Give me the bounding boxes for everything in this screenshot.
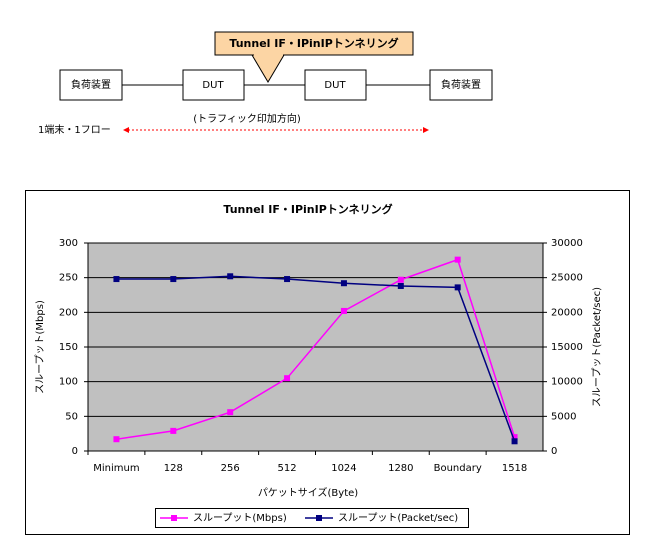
node-label: 負荷装置: [441, 78, 481, 91]
point-marker: [397, 282, 404, 289]
point-marker: [454, 256, 461, 263]
y-tick-label: 300: [59, 238, 78, 249]
y2-axis-title: スループット(Packet/sec): [591, 287, 603, 407]
node-box: [304, 69, 367, 101]
point-marker: [113, 276, 120, 283]
banner-text: Tunnel IF・IPinIPトンネリング: [229, 36, 398, 50]
point-marker: [170, 427, 177, 434]
y2-tick-label: 25000: [551, 273, 583, 284]
point-marker: [227, 273, 234, 280]
x-axis-title: パケットサイズ(Byte): [258, 486, 358, 499]
point-marker: [340, 307, 347, 314]
y-tick-label: 0: [72, 446, 78, 457]
y-tick-label: 200: [59, 307, 78, 318]
y2-tick-label: 30000: [551, 238, 583, 249]
x-tick-label: 1024: [331, 463, 356, 474]
y2-tick-label: 0: [551, 446, 557, 457]
y2-tick-label: 5000: [551, 411, 576, 422]
point-marker: [454, 284, 461, 291]
legend-label: スループット(Packet/sec): [338, 512, 458, 524]
x-tick-label: Minimum: [93, 463, 139, 474]
node-box: [59, 69, 123, 101]
point-marker: [511, 438, 518, 445]
y-axis-title: スループット(Mbps): [34, 300, 46, 394]
x-tick-label: Boundary: [434, 463, 482, 474]
y-tick-label: 100: [59, 377, 78, 388]
legend-marker: [316, 515, 322, 521]
node-label: DUT: [202, 80, 224, 91]
point-marker: [227, 409, 234, 416]
node-box: [429, 69, 493, 101]
node-label: 負荷装置: [71, 78, 111, 91]
y2-tick-label: 15000: [551, 342, 583, 353]
point-marker: [284, 276, 291, 283]
banner-join: [254, 54, 283, 56]
x-tick-label: 512: [278, 463, 297, 474]
point-marker: [511, 434, 518, 441]
y2-tick-label: 10000: [551, 377, 583, 388]
series-line: [116, 275, 516, 442]
series-line: [116, 258, 516, 440]
x-tick-label: 256: [221, 463, 240, 474]
x-tick-label: 1280: [388, 463, 413, 474]
flow-label: 1端末・1フロー: [38, 123, 111, 136]
node-label: DUT: [324, 80, 346, 91]
banner-box: [214, 31, 414, 56]
direction-label: (トラフィック印加方向): [193, 112, 301, 125]
banner-pointer: [251, 54, 285, 83]
point-marker: [113, 436, 120, 443]
point-marker: [397, 276, 404, 283]
x-tick-label: 1518: [502, 463, 527, 474]
point-marker: [340, 280, 347, 287]
y2-tick-label: 20000: [551, 307, 583, 318]
y-tick-label: 50: [65, 411, 78, 422]
x-tick-label: 128: [164, 463, 183, 474]
node-box: [182, 69, 245, 101]
legend-marker: [171, 515, 177, 521]
y-tick-label: 250: [59, 273, 78, 284]
legend-label: スループット(Mbps): [193, 512, 287, 524]
point-marker: [284, 375, 291, 382]
y-tick-label: 150: [59, 342, 78, 353]
point-marker: [170, 276, 177, 283]
chart-title: Tunnel IF・IPinIPトンネリング: [223, 202, 392, 216]
